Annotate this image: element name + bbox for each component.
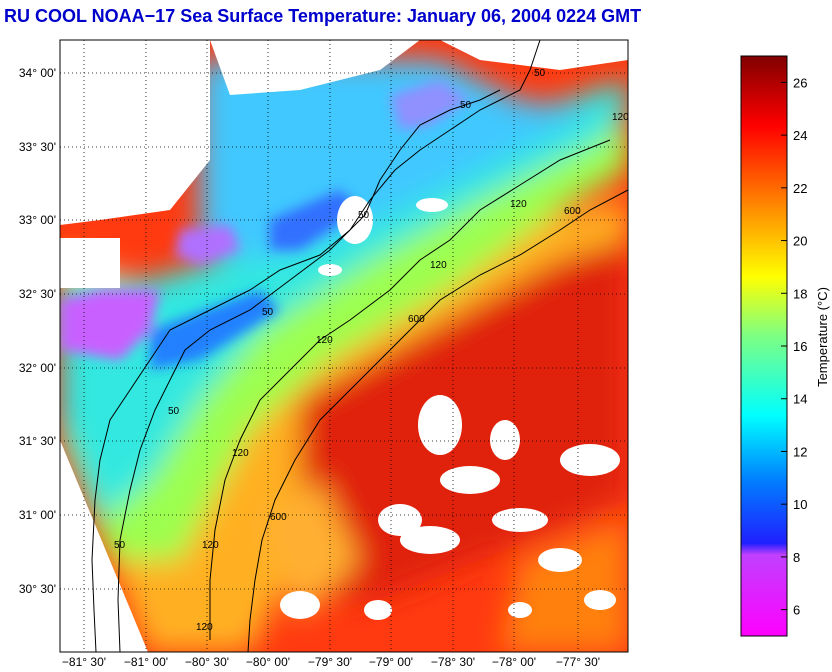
contour-label-50: 50	[262, 307, 274, 318]
colorbar-tick-label: 16	[793, 339, 807, 354]
contours	[91, 40, 628, 652]
lon-tick-label: −80° 30'	[185, 655, 229, 669]
colorbar: 26 24 22 20 18 16 14 12 10 8 6 Temperature (°C)	[740, 55, 830, 637]
lat-tick-label: 33° 30'	[19, 140, 56, 154]
contour-600m	[247, 189, 628, 652]
colorbar-tick-label: 6	[793, 603, 800, 618]
contour-120m	[209, 139, 611, 640]
contour-label-120: 120	[316, 335, 333, 346]
contour-label-120: 120	[196, 622, 213, 633]
colorbar-ticks: 26 24 22 20 18 16 14 12 10 8 6	[781, 75, 807, 618]
contour-label-600: 600	[408, 314, 425, 325]
contour-label-50: 50	[534, 68, 546, 79]
map-frame	[59, 39, 629, 653]
contour-label-50: 50	[168, 406, 180, 417]
colorbar-tick-label: 20	[793, 234, 807, 249]
contour-label-120: 120	[612, 112, 629, 123]
lat-tick-label: 34° 00'	[19, 66, 56, 80]
sst-field	[60, 40, 628, 652]
contour-label-120: 120	[202, 540, 219, 551]
lon-axis: −81° 30' −81° 00' −80° 30' −80° 00' −79°…	[62, 655, 600, 669]
chart-title: RU COOL NOAA−17 Sea Surface Temperature:…	[4, 6, 642, 26]
lat-axis: 34° 00' 33° 30' 33° 00' 32° 30' 32° 00' …	[19, 66, 56, 596]
contour-label-50: 50	[460, 100, 472, 111]
contour-label-600: 600	[270, 512, 287, 523]
lat-tick-label: 30° 30'	[19, 582, 56, 596]
lon-tick-label: −80° 00'	[246, 655, 290, 669]
colorbar-tick-label: 12	[793, 444, 807, 459]
lat-tick-label: 32° 00'	[19, 361, 56, 375]
lat-tick-label: 31° 00'	[19, 508, 56, 522]
lon-tick-label: −77° 30'	[556, 655, 600, 669]
lat-tick-label: 33° 00'	[19, 213, 56, 227]
colorbar-tick-label: 14	[793, 392, 807, 407]
lon-tick-label: −78° 00'	[492, 655, 536, 669]
contour-labels: 50 50 50 50 50 50 120 120 120 120 120 12…	[114, 68, 629, 633]
contour-label-120: 120	[430, 260, 447, 271]
colorbar-tick-label: 24	[793, 128, 807, 143]
colorbar-gradient	[740, 55, 788, 637]
colorbar-tick-label: 22	[793, 181, 807, 196]
contour-label-120: 120	[232, 448, 249, 459]
contour-50m	[117, 89, 501, 652]
lon-tick-label: −81° 00'	[124, 655, 168, 669]
contour-label-50: 50	[358, 210, 370, 221]
colorbar-tick-label: 26	[793, 75, 807, 90]
lat-tick-label: 32° 30'	[19, 287, 56, 301]
contour-label-120: 120	[510, 199, 527, 210]
graticule	[60, 40, 628, 652]
lon-tick-label: −79° 00'	[369, 655, 413, 669]
lon-tick-label: −78° 30'	[431, 655, 475, 669]
contour-label-600: 600	[564, 206, 581, 217]
lat-tick-label: 31° 30'	[19, 434, 56, 448]
contour-label-50: 50	[114, 540, 126, 551]
colorbar-tick-label: 10	[793, 497, 807, 512]
lon-tick-label: −81° 30'	[62, 655, 106, 669]
lon-tick-label: −79° 30'	[308, 655, 352, 669]
coastline	[91, 40, 541, 652]
colorbar-tick-label: 18	[793, 286, 807, 301]
colorbar-label: Temperature (°C)	[815, 287, 830, 387]
colorbar-tick-label: 8	[793, 550, 800, 565]
